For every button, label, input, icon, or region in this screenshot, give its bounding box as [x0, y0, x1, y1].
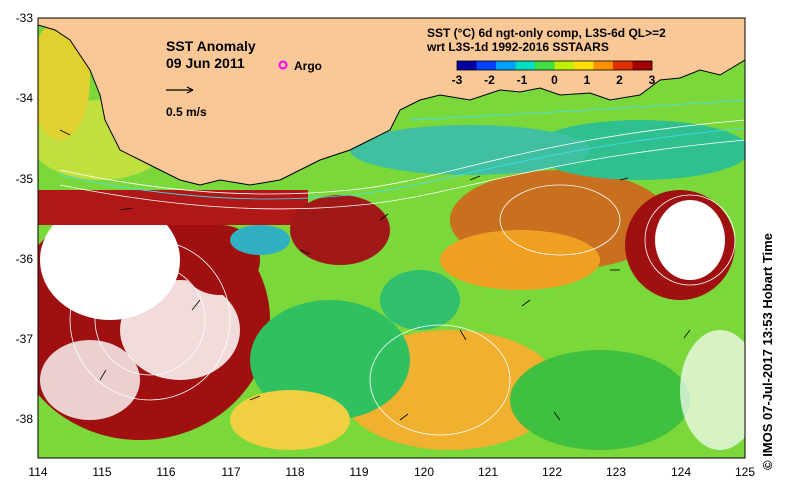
- lon-label: 117: [221, 465, 240, 479]
- map-date: 09 Jun 2011: [166, 55, 245, 71]
- colorbar-segment: [554, 61, 574, 70]
- lon-label: 118: [285, 465, 304, 479]
- caption-line-2: wrt L3S-1d 1992-2016 SSTAARS: [426, 40, 609, 54]
- colorbar-segment: [476, 61, 496, 70]
- colorbar-frame: [456, 60, 653, 71]
- colorbar-tick: -3: [452, 73, 463, 87]
- land-mass: [38, 18, 745, 186]
- colorbar-segment: [535, 61, 555, 70]
- lat-label: -38: [16, 412, 34, 426]
- lon-label: 121: [478, 465, 498, 479]
- scale-arrow-head-icon: [186, 86, 194, 94]
- lat-label: -35: [16, 172, 34, 186]
- lat-label: -34: [16, 91, 34, 105]
- velocity-arrows: [59, 129, 691, 421]
- current-lines: [59, 99, 745, 200]
- lon-label: 114: [28, 465, 47, 479]
- lat-label: -36: [16, 252, 34, 266]
- longitude-axis: 114 115 116 117 118 119 120 121 122 123 …: [28, 465, 755, 479]
- colorbar-segment: [457, 61, 477, 70]
- map-title: SST Anomaly: [166, 38, 256, 54]
- credit-label: © IMOS 07-Jul-2017 13:53 Hobart Time: [760, 233, 775, 470]
- lon-label: 123: [606, 465, 626, 479]
- plot-frame: [37, 17, 746, 459]
- lon-label: 124: [671, 465, 691, 479]
- colorbar-ticks: -3 -2 -1 0 1 2 3: [452, 73, 656, 87]
- colorbar-segment: [593, 61, 613, 70]
- argo-legend: Argo: [278, 59, 322, 73]
- colorbar-segment: [613, 61, 633, 70]
- colorbar-tick: 3: [649, 73, 656, 87]
- colorbar-tick: 2: [616, 73, 623, 87]
- ssh-contours: [59, 119, 745, 436]
- lon-label: 119: [349, 465, 368, 479]
- colorbar-segment: [632, 61, 652, 70]
- lon-label: 120: [414, 465, 434, 479]
- lon-label: 116: [156, 465, 175, 479]
- colorbar-tick: 0: [551, 73, 558, 87]
- colorbar-tick: 1: [584, 73, 591, 87]
- colorbar-segment: [574, 61, 594, 70]
- colorbar-tick: -1: [517, 73, 528, 87]
- colorbar-tick: -2: [484, 73, 495, 87]
- lat-label: -33: [16, 11, 34, 25]
- lon-label: 125: [735, 465, 755, 479]
- argo-label: Argo: [294, 59, 322, 73]
- caption-line-1: SST (°C) 6d ngt-only comp, L3S-6d QL>=2: [427, 26, 666, 40]
- velocity-scale-label: 0.5 m/s: [166, 105, 207, 119]
- latitude-axis: -33 -34 -35 -36 -37 -38: [16, 11, 34, 426]
- lon-label: 115: [92, 465, 111, 479]
- lat-label: -37: [16, 332, 34, 346]
- velocity-scale: 0.5 m/s: [166, 86, 207, 119]
- lon-label: 122: [542, 465, 562, 479]
- colorbar: [456, 60, 653, 71]
- colorbar-segment: [496, 61, 516, 70]
- colorbar-segment: [515, 61, 535, 70]
- argo-marker-icon: [278, 60, 288, 70]
- anomaly-field: [38, 18, 745, 458]
